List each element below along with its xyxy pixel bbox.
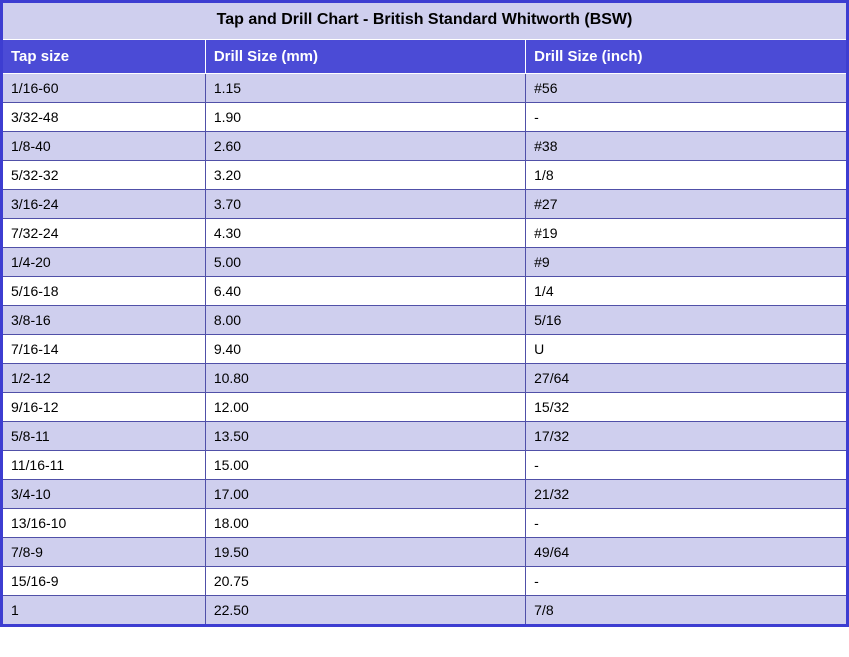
table-row: 5/16-186.401/4 — [3, 277, 846, 306]
table-cell: 17.00 — [205, 480, 525, 509]
table-cell: 15.00 — [205, 451, 525, 480]
table-cell: 2.60 — [205, 132, 525, 161]
table-cell: - — [526, 567, 846, 596]
table-cell: 21/32 — [526, 480, 846, 509]
table-cell: - — [526, 451, 846, 480]
table-row: 15/16-920.75- — [3, 567, 846, 596]
table-cell: #38 — [526, 132, 846, 161]
table-cell: 9.40 — [205, 335, 525, 364]
table-cell: 18.00 — [205, 509, 525, 538]
table-row: 5/8-1113.5017/32 — [3, 422, 846, 451]
table-cell: #56 — [526, 74, 846, 103]
table-cell: - — [526, 103, 846, 132]
table-cell: 1 — [3, 596, 205, 625]
table-cell: #19 — [526, 219, 846, 248]
table-cell: 15/32 — [526, 393, 846, 422]
table-cell: 6.40 — [205, 277, 525, 306]
table-cell: 3/32-48 — [3, 103, 205, 132]
col-header-tap: Tap size — [3, 40, 205, 74]
table-row: 5/32-323.201/8 — [3, 161, 846, 190]
table-row: 122.507/8 — [3, 596, 846, 625]
table-row: 7/8-919.5049/64 — [3, 538, 846, 567]
col-header-mm: Drill Size (mm) — [205, 40, 525, 74]
table-cell: 3/4-10 — [3, 480, 205, 509]
chart-title: Tap and Drill Chart - British Standard W… — [3, 3, 846, 39]
table-cell: 10.80 — [205, 364, 525, 393]
table-cell: 11/16-11 — [3, 451, 205, 480]
table-cell: - — [526, 509, 846, 538]
table-row: 1/8-402.60#38 — [3, 132, 846, 161]
table-row: 1/4-205.00#9 — [3, 248, 846, 277]
table-cell: 3.20 — [205, 161, 525, 190]
table-cell: 22.50 — [205, 596, 525, 625]
table-row: 3/4-1017.0021/32 — [3, 480, 846, 509]
table-row: 13/16-1018.00- — [3, 509, 846, 538]
table-row: 11/16-1115.00- — [3, 451, 846, 480]
table-cell: 3/8-16 — [3, 306, 205, 335]
table-cell: 1.15 — [205, 74, 525, 103]
table-cell: 8.00 — [205, 306, 525, 335]
table-cell: 3/16-24 — [3, 190, 205, 219]
table-cell: 12.00 — [205, 393, 525, 422]
table-cell: 7/32-24 — [3, 219, 205, 248]
table-cell: 4.30 — [205, 219, 525, 248]
col-header-inch: Drill Size (inch) — [526, 40, 846, 74]
table-cell: 5.00 — [205, 248, 525, 277]
table-cell: U — [526, 335, 846, 364]
table-cell: 5/8-11 — [3, 422, 205, 451]
table-cell: 13/16-10 — [3, 509, 205, 538]
table-cell: 1/8-40 — [3, 132, 205, 161]
table-cell: 1/8 — [526, 161, 846, 190]
table-cell: #27 — [526, 190, 846, 219]
table-cell: 1.90 — [205, 103, 525, 132]
table-cell: 1/4-20 — [3, 248, 205, 277]
table-row: 7/16-149.40U — [3, 335, 846, 364]
table-cell: 5/16-18 — [3, 277, 205, 306]
table-cell: 49/64 — [526, 538, 846, 567]
table-cell: 13.50 — [205, 422, 525, 451]
table-cell: 27/64 — [526, 364, 846, 393]
table-row: 9/16-1212.0015/32 — [3, 393, 846, 422]
tap-drill-chart: Tap and Drill Chart - British Standard W… — [0, 0, 849, 627]
table-cell: #9 — [526, 248, 846, 277]
table-row: 3/32-481.90- — [3, 103, 846, 132]
table-cell: 15/16-9 — [3, 567, 205, 596]
header-row: Tap size Drill Size (mm) Drill Size (inc… — [3, 40, 846, 74]
table-cell: 1/16-60 — [3, 74, 205, 103]
table-cell: 5/16 — [526, 306, 846, 335]
table-row: 1/2-1210.8027/64 — [3, 364, 846, 393]
table-cell: 3.70 — [205, 190, 525, 219]
table-row: 1/16-601.15#56 — [3, 74, 846, 103]
table-row: 3/8-168.005/16 — [3, 306, 846, 335]
table-cell: 7/16-14 — [3, 335, 205, 364]
data-table: Tap size Drill Size (mm) Drill Size (inc… — [3, 39, 846, 624]
table-cell: 9/16-12 — [3, 393, 205, 422]
table-cell: 7/8 — [526, 596, 846, 625]
table-row: 3/16-243.70#27 — [3, 190, 846, 219]
table-cell: 1/2-12 — [3, 364, 205, 393]
table-cell: 5/32-32 — [3, 161, 205, 190]
table-cell: 1/4 — [526, 277, 846, 306]
table-cell: 17/32 — [526, 422, 846, 451]
table-cell: 7/8-9 — [3, 538, 205, 567]
table-row: 7/32-244.30#19 — [3, 219, 846, 248]
table-cell: 20.75 — [205, 567, 525, 596]
table-cell: 19.50 — [205, 538, 525, 567]
